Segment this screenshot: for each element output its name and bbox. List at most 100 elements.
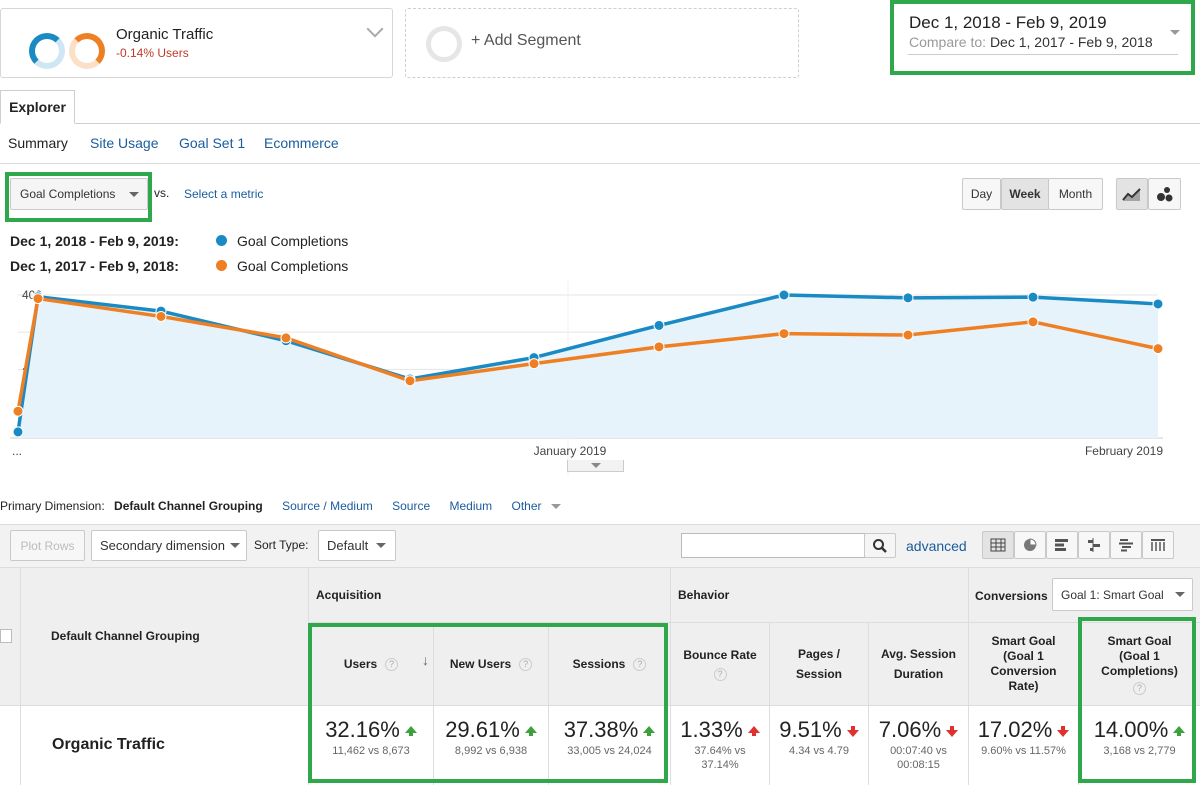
dimension-source[interactable]: Source (392, 499, 431, 513)
view-bar-button[interactable] (1046, 531, 1078, 559)
series-point-2 (404, 375, 416, 387)
bar-chart-icon (1055, 539, 1068, 551)
table-search-button[interactable] (864, 533, 896, 558)
col-pages-session[interactable]: Pages / Session (770, 623, 868, 705)
view-pie-button[interactable] (1014, 531, 1046, 559)
col-sessions[interactable]: Sessions? (549, 623, 670, 705)
dimension-column-header[interactable]: Default Channel Grouping (51, 629, 200, 643)
secondary-dimension-select[interactable]: Secondary dimension (91, 530, 247, 561)
line-chart-icon (1122, 188, 1141, 201)
col-new-users[interactable]: New Users? (434, 623, 548, 705)
arrow-down-red-icon (846, 725, 859, 737)
chart-collapse-handle[interactable] (567, 460, 624, 472)
row-organic-traffic-name[interactable]: Organic Traffic (52, 736, 165, 753)
col-bounce-rate-label: Bounce Rate (683, 647, 757, 662)
plot-rows-button[interactable]: Plot Rows (10, 530, 85, 561)
metric-value-text: 14.00% (1093, 717, 1169, 742)
subtab-summary[interactable]: Summary (8, 135, 68, 151)
view-term-cloud-button[interactable] (1110, 531, 1142, 559)
goal-select[interactable]: Goal 1: Smart Goal (1052, 578, 1193, 611)
motion-chart-toggle[interactable] (1148, 178, 1181, 210)
metric-value: 32.16% (309, 716, 433, 744)
secondary-dimension-label: Secondary dimension (100, 538, 226, 553)
dimension-source-medium[interactable]: Source / Medium (282, 499, 373, 513)
primary-dimension-selected: Default Channel Grouping (114, 499, 263, 513)
metric-comparison: 9.60% vs 11.57% (981, 745, 1066, 757)
compare-label: Compare to: (909, 34, 987, 50)
series-point-2 (778, 328, 790, 340)
subtab-ecommerce[interactable]: Ecommerce (264, 135, 339, 151)
metric-comparison: 00:07:40 vs 00:08:15 (890, 745, 947, 771)
goal-select-value: Goal 1: Smart Goal (1061, 587, 1164, 602)
series-point-2 (12, 405, 24, 417)
view-comparison-button[interactable] (1078, 531, 1110, 559)
x-tick-label: February 2019 (1085, 444, 1163, 458)
arrow-up-green-icon (1173, 725, 1186, 736)
period-day-button[interactable]: Day (962, 178, 1001, 210)
col-sessions-label: Sessions (572, 656, 626, 671)
segment-name: Organic Traffic (116, 26, 214, 43)
view-pivot-button[interactable] (1142, 531, 1174, 559)
legend-metric-1: Goal Completions (237, 233, 349, 249)
dimension-other[interactable]: Other (511, 499, 542, 513)
legend-dot-1 (216, 235, 227, 246)
compare-range: Dec 1, 2017 - Feb 9, 2018 (989, 34, 1153, 50)
dimension-medium[interactable]: Medium (449, 499, 493, 513)
metric-value: 29.61% (434, 716, 548, 744)
search-icon (873, 538, 887, 553)
metric-comparison: 8,992 vs 6,938 (454, 745, 528, 757)
legend-range-1: Dec 1, 2018 - Feb 9, 2019: (10, 233, 179, 249)
line-chart-toggle[interactable] (1116, 178, 1148, 210)
date-range-picker[interactable]: Dec 1, 2018 - Feb 9, 2019 Compare to: De… (890, 0, 1195, 75)
metric-value-text: 17.02% (977, 717, 1053, 742)
period-month-button[interactable]: Month (1048, 178, 1103, 210)
col-avg-duration-label: Avg. Session Duration (881, 647, 956, 681)
date-range-caret-icon (1170, 30, 1180, 35)
table-grid-icon (990, 538, 1006, 552)
table-search-input[interactable] (681, 533, 865, 558)
x-tick-label: January 2019 (534, 444, 607, 458)
advanced-filter-link[interactable]: advanced (906, 538, 967, 554)
series-point-2 (902, 329, 914, 341)
segment-ring-orange-icon (69, 33, 105, 69)
metric-select[interactable]: Goal Completions (10, 178, 148, 210)
col-users-label: Users (343, 656, 378, 671)
col-users[interactable]: Users? ↓ (309, 623, 433, 705)
legend-metric-2: Goal Completions (237, 258, 349, 274)
tab-explorer[interactable]: Explorer (0, 90, 75, 124)
sort-type-select[interactable]: Default (318, 530, 396, 561)
series-point-1 (1152, 298, 1164, 310)
add-segment-ring-icon (426, 26, 462, 62)
table-header (0, 567, 1200, 705)
series-point-1 (778, 289, 790, 301)
metric-comparison: 11,462 vs 8,673 (332, 745, 410, 757)
subtab-site-usage[interactable]: Site Usage (90, 135, 159, 151)
metric-comparison: 3,168 vs 2,779 (1103, 745, 1176, 757)
select-metric-link[interactable]: Select a metric (184, 187, 264, 201)
period-week-button[interactable]: Week (1001, 178, 1049, 210)
col-goal-conversion-rate[interactable]: Smart Goal (Goal 1 Conversion Rate) (969, 623, 1078, 705)
segment-card[interactable]: Organic Traffic -0.14% Users (0, 8, 393, 78)
col-bounce-rate[interactable]: Bounce Rate? (671, 623, 769, 705)
metric-value-text: 7.06% (878, 717, 942, 742)
add-segment-button[interactable]: + Add Segment (405, 8, 799, 78)
series-point-2 (1152, 343, 1164, 355)
arrow-up-green-icon (524, 725, 537, 736)
collapse-caret-icon (591, 463, 601, 468)
group-conversions: Conversions (975, 589, 1048, 603)
subtab-goal-set-1[interactable]: Goal Set 1 (179, 135, 246, 151)
help-icon: ? (1133, 681, 1146, 695)
metric-comparison: 37.64% vs 37.14% (694, 745, 746, 771)
series-point-1 (653, 319, 665, 331)
series-point-1 (1027, 291, 1039, 303)
arrow-up-red-icon (747, 725, 760, 736)
row-select-checkbox[interactable] (0, 629, 12, 643)
sort-type-label: Sort Type: (254, 538, 309, 552)
segment-change: -0.14% Users (116, 46, 189, 60)
segment-chevron-icon[interactable] (366, 20, 384, 38)
series-point-2 (32, 293, 44, 305)
col-goal-completions[interactable]: Smart Goal (Goal 1 Completions)? (1079, 623, 1200, 705)
view-table-button[interactable] (982, 531, 1014, 559)
help-icon: ? (633, 657, 647, 671)
col-avg-session-duration[interactable]: Avg. Session Duration (869, 623, 968, 705)
